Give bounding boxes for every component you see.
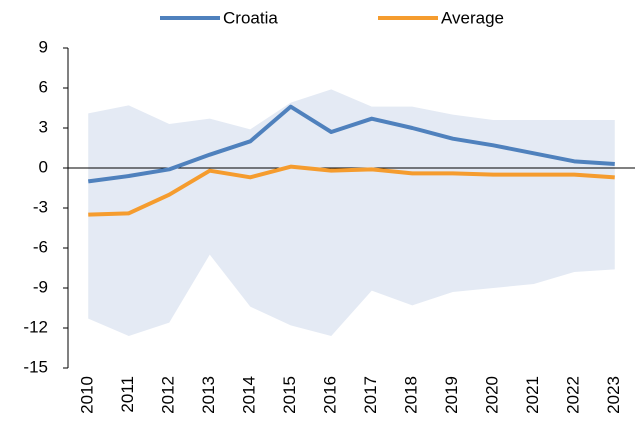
x-tick-label: 2016 — [321, 376, 340, 414]
legend-label: Croatia — [223, 8, 278, 27]
y-tick-label: 0 — [39, 157, 48, 176]
y-tick-label: -12 — [23, 317, 48, 336]
series-line — [87, 104, 615, 184]
y-tick-label: -3 — [33, 197, 48, 216]
legend-label: Average — [441, 8, 504, 27]
y-tick-label: -6 — [33, 237, 48, 256]
x-tick-label: 2013 — [199, 376, 218, 414]
x-tick-label: 2014 — [240, 376, 259, 414]
x-tick-label: 2018 — [402, 376, 421, 414]
series-line — [88, 164, 615, 217]
x-tick-label: 2019 — [442, 376, 461, 414]
x-tick-label: 2020 — [483, 376, 502, 414]
legend-item: Average — [378, 8, 504, 27]
x-tick-label: 2021 — [523, 376, 542, 414]
y-tick-label: -9 — [33, 277, 48, 296]
x-tick-label: 2017 — [361, 376, 380, 414]
x-tick-label: 2011 — [118, 376, 137, 413]
x-tick-label: 2010 — [78, 376, 97, 414]
x-tick-label: 2015 — [280, 376, 299, 414]
x-tick-label: 2022 — [564, 376, 583, 414]
y-tick-label: -15 — [23, 357, 48, 376]
y-tick-label: 6 — [39, 77, 48, 96]
y-tick-label: 3 — [39, 117, 48, 136]
legend-item: Croatia — [160, 8, 278, 27]
x-tick-label: 2012 — [159, 376, 178, 414]
x-tick-label: 2023 — [604, 376, 623, 414]
y-tick-label: 9 — [39, 37, 48, 56]
